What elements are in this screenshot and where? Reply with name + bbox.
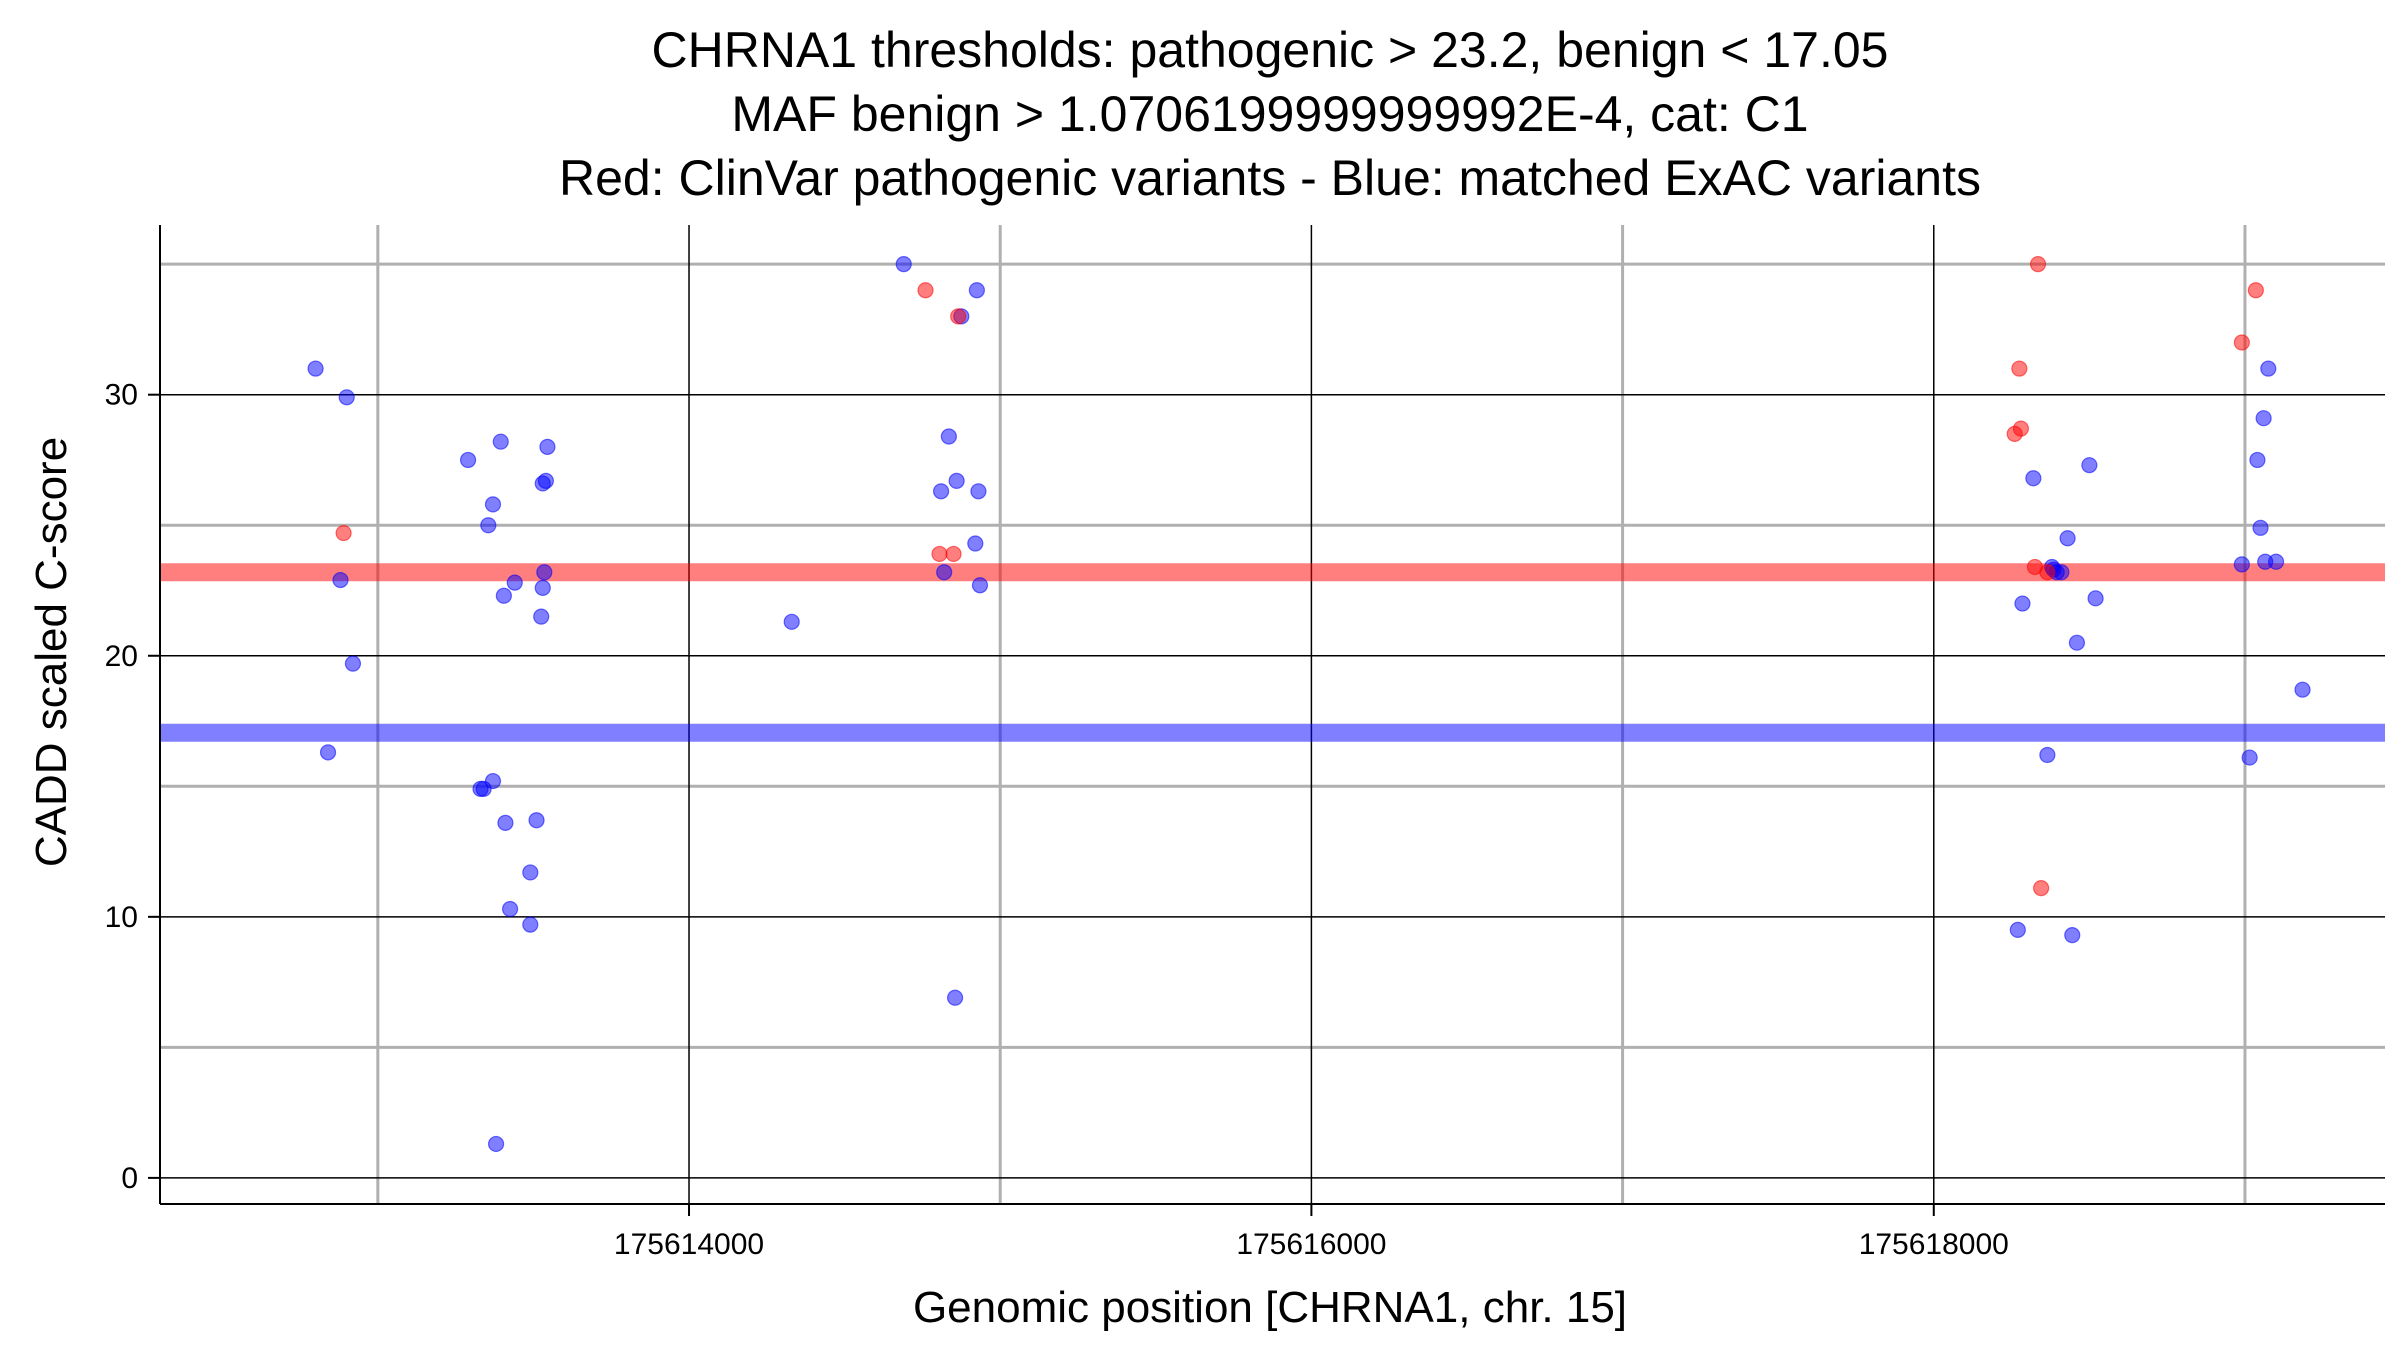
data-point xyxy=(895,256,912,273)
data-point xyxy=(968,282,985,299)
data-point xyxy=(940,428,957,445)
data-points xyxy=(307,256,2311,1153)
x-tick-label: 175616000 xyxy=(1236,1228,1386,1261)
data-point xyxy=(946,989,964,1006)
data-point xyxy=(2068,634,2086,651)
axes xyxy=(159,225,2385,1205)
threshold-lines xyxy=(160,563,2385,742)
data-point xyxy=(2053,564,2070,581)
data-point xyxy=(948,472,965,489)
data-point xyxy=(539,438,556,456)
data-point xyxy=(2247,282,2264,299)
data-point xyxy=(2294,681,2311,698)
data-point xyxy=(533,608,550,625)
data-point xyxy=(950,308,967,325)
data-point xyxy=(506,574,523,591)
data-point xyxy=(484,496,502,513)
data-point xyxy=(2081,457,2098,474)
data-point xyxy=(2233,556,2250,573)
data-point xyxy=(335,524,352,542)
data-point xyxy=(2025,470,2042,487)
data-point xyxy=(2252,519,2269,536)
minor-gridlines xyxy=(160,225,2385,1204)
y-axis-ticks: 0 10 20 30 xyxy=(105,379,160,1195)
chart-title: CHRNA1 thresholds: pathogenic > 23.2, be… xyxy=(559,22,1981,206)
data-point xyxy=(522,864,539,881)
data-point xyxy=(936,564,953,581)
data-point xyxy=(492,433,509,450)
data-point xyxy=(2249,451,2266,469)
data-point xyxy=(495,587,512,604)
title-line-3: Red: ClinVar pathogenic variants - Blue:… xyxy=(559,150,1981,206)
data-point xyxy=(970,483,987,500)
x-axis-title: Genomic position [CHRNA1, chr. 15] xyxy=(913,1283,1627,1332)
data-point xyxy=(2241,749,2258,766)
data-point xyxy=(2033,880,2050,897)
y-tick-label: 30 xyxy=(105,379,138,412)
x-tick-label: 175618000 xyxy=(1859,1228,2009,1261)
data-point xyxy=(537,472,554,489)
y-axis-title: CADD scaled C-score xyxy=(27,437,76,867)
data-point xyxy=(528,812,545,829)
data-point xyxy=(2064,927,2081,944)
x-axis-ticks: 175614000 175616000 175618000 xyxy=(614,1204,2009,1261)
data-point xyxy=(536,564,553,581)
data-point xyxy=(2039,746,2056,764)
y-tick-label: 20 xyxy=(105,640,138,673)
data-point xyxy=(344,655,362,672)
y-tick-label: 0 xyxy=(121,1162,138,1195)
data-point xyxy=(522,916,539,933)
data-point xyxy=(2029,256,2047,273)
data-point xyxy=(487,1135,505,1153)
y-tick-label: 10 xyxy=(105,901,138,934)
title-line-1: CHRNA1 thresholds: pathogenic > 23.2, be… xyxy=(652,22,1889,78)
data-point xyxy=(484,772,502,790)
data-point xyxy=(2012,420,2030,437)
major-gridlines xyxy=(160,225,2385,1204)
data-point xyxy=(497,814,514,831)
data-point xyxy=(917,282,934,299)
title-line-2: MAF benign > 1.0706199999999992E-4, cat:… xyxy=(731,86,1808,142)
data-point xyxy=(459,451,477,469)
data-point xyxy=(534,579,551,596)
data-point xyxy=(2260,360,2277,377)
data-point xyxy=(971,577,989,594)
data-point xyxy=(2059,530,2076,547)
data-point xyxy=(2233,334,2250,351)
data-point xyxy=(338,389,355,406)
data-point xyxy=(967,535,984,552)
data-point xyxy=(2255,410,2272,427)
data-point xyxy=(931,545,948,563)
data-point xyxy=(945,545,962,563)
data-point xyxy=(2011,360,2028,377)
x-tick-label: 175614000 xyxy=(614,1228,764,1261)
data-point xyxy=(2009,921,2026,938)
data-point xyxy=(2039,564,2056,581)
data-point xyxy=(783,613,800,630)
data-point xyxy=(932,483,950,500)
data-point xyxy=(307,360,324,377)
data-point xyxy=(2267,553,2285,570)
data-point xyxy=(501,900,519,918)
data-point xyxy=(332,571,349,589)
data-point xyxy=(480,517,497,534)
data-point xyxy=(2014,595,2031,612)
data-point xyxy=(319,744,337,761)
data-point xyxy=(2087,590,2104,607)
